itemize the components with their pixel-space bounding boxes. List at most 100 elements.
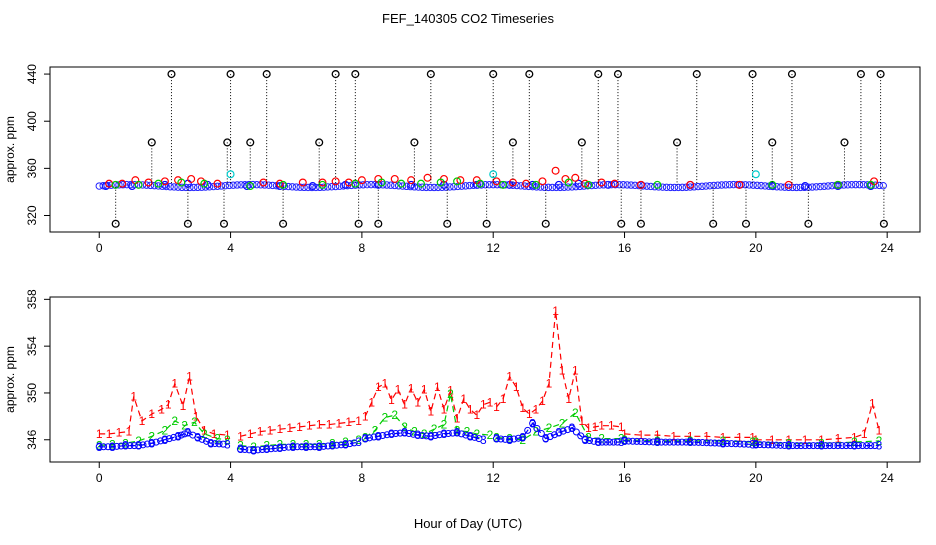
series-3-point [627,181,635,189]
series-3-point [710,181,718,190]
series-3-point [633,437,641,445]
series-3-point [776,441,784,449]
series-3-point [462,431,470,439]
series-1-marker: 1 [158,402,165,416]
series-1-marker: 1 [861,427,868,441]
series-3-point [394,182,403,190]
y-tick-label: 360 [25,158,39,178]
series-3-marker: 3 [355,435,362,449]
series-3-point [157,437,165,445]
series-2-marker: 2 [382,411,389,425]
series-4-point [410,138,419,147]
x-tick-label: 16 [618,471,632,485]
series-4-point [594,70,603,79]
series-3-point [838,442,846,450]
series-3-point [855,180,864,189]
series-3-point [682,438,690,446]
series-1-marker: 1 [368,395,375,409]
series-1-marker: 1 [572,364,579,378]
series-3-point [615,180,623,189]
series-1-marker: 1 [526,407,533,421]
series-1-point [735,180,744,189]
series-2-marker: 2 [441,418,448,432]
series-3-marker: 3 [185,426,192,440]
series-3-point [257,181,265,189]
series-1-marker: 1 [286,421,293,435]
series-2-marker: 2 [487,428,494,442]
series-3-point [792,183,801,192]
series-1-marker: 1 [565,392,572,406]
series-3-point [341,440,349,448]
series-3-point [727,440,735,448]
series-3-point [161,436,169,444]
series-3-point [828,181,836,190]
series-3-point [485,180,493,189]
series-1-point [522,179,531,188]
series-1-marker: 1 [388,393,395,407]
series-1-marker: 1 [414,395,421,409]
series-1-marker: 1 [130,389,137,403]
series-3-marker: 3 [401,426,408,440]
x-tick-label: 24 [880,241,894,255]
series-1-marker: 1 [257,425,264,439]
series-2-marker: 2 [263,439,270,453]
series-3-point [166,183,174,191]
series-1-marker: 1 [654,428,661,442]
series-3-point [875,181,883,190]
series-3-point [258,446,266,454]
series-2-point [476,179,485,188]
series-1-marker: 1 [876,423,883,437]
series-4-point [315,138,324,147]
series-2-point [134,180,143,189]
series-3-point [851,180,860,189]
series-3-point [401,429,409,437]
series-2-marker: 2 [362,430,369,444]
series-3-point [331,182,340,191]
series-1-marker: 1 [96,427,103,441]
series-3-point [333,441,341,449]
series-1-marker: 1 [769,433,776,447]
series-2-point [453,177,462,186]
series-3-point [104,443,112,451]
series-3-point [250,446,258,454]
series-3-point [621,437,629,445]
series-3-point [312,183,320,192]
series-3-point [568,424,576,432]
series-3-point [346,440,354,448]
series-3-point [207,439,215,447]
series-3-point [422,183,430,192]
series-3-point [217,182,226,190]
series-3-point [271,444,279,452]
series-3-point [725,181,734,189]
series-3-marker: 3 [414,428,421,442]
series-3-point [560,183,568,191]
series-1-marker: 1 [487,395,494,409]
series-1-point [213,179,222,188]
series-3-point [219,440,227,448]
series-1-marker: 1 [395,382,402,396]
series-1-point [784,180,793,189]
series-3-point [497,435,505,443]
series-3-marker: 3 [122,439,129,453]
series-4-point [279,219,288,228]
series-3-point [284,182,293,191]
series-3-point [590,437,598,445]
series-3-point [666,438,674,446]
series-2-point [499,180,508,189]
series-1-point [131,176,140,185]
series-3-point [183,179,192,188]
series-2-point [833,180,842,189]
series-3-point [123,180,131,189]
series-3-marker: 3 [263,442,270,456]
series-4-point [741,219,751,228]
series-3-point [649,438,657,446]
series-3-point [542,435,550,443]
x-tick-label: 24 [880,471,894,485]
series-3-point [457,430,465,438]
series-3-point [190,183,198,192]
x-axis-label: Hour of Day (UTC) [414,516,522,531]
series-3-point [122,442,130,450]
